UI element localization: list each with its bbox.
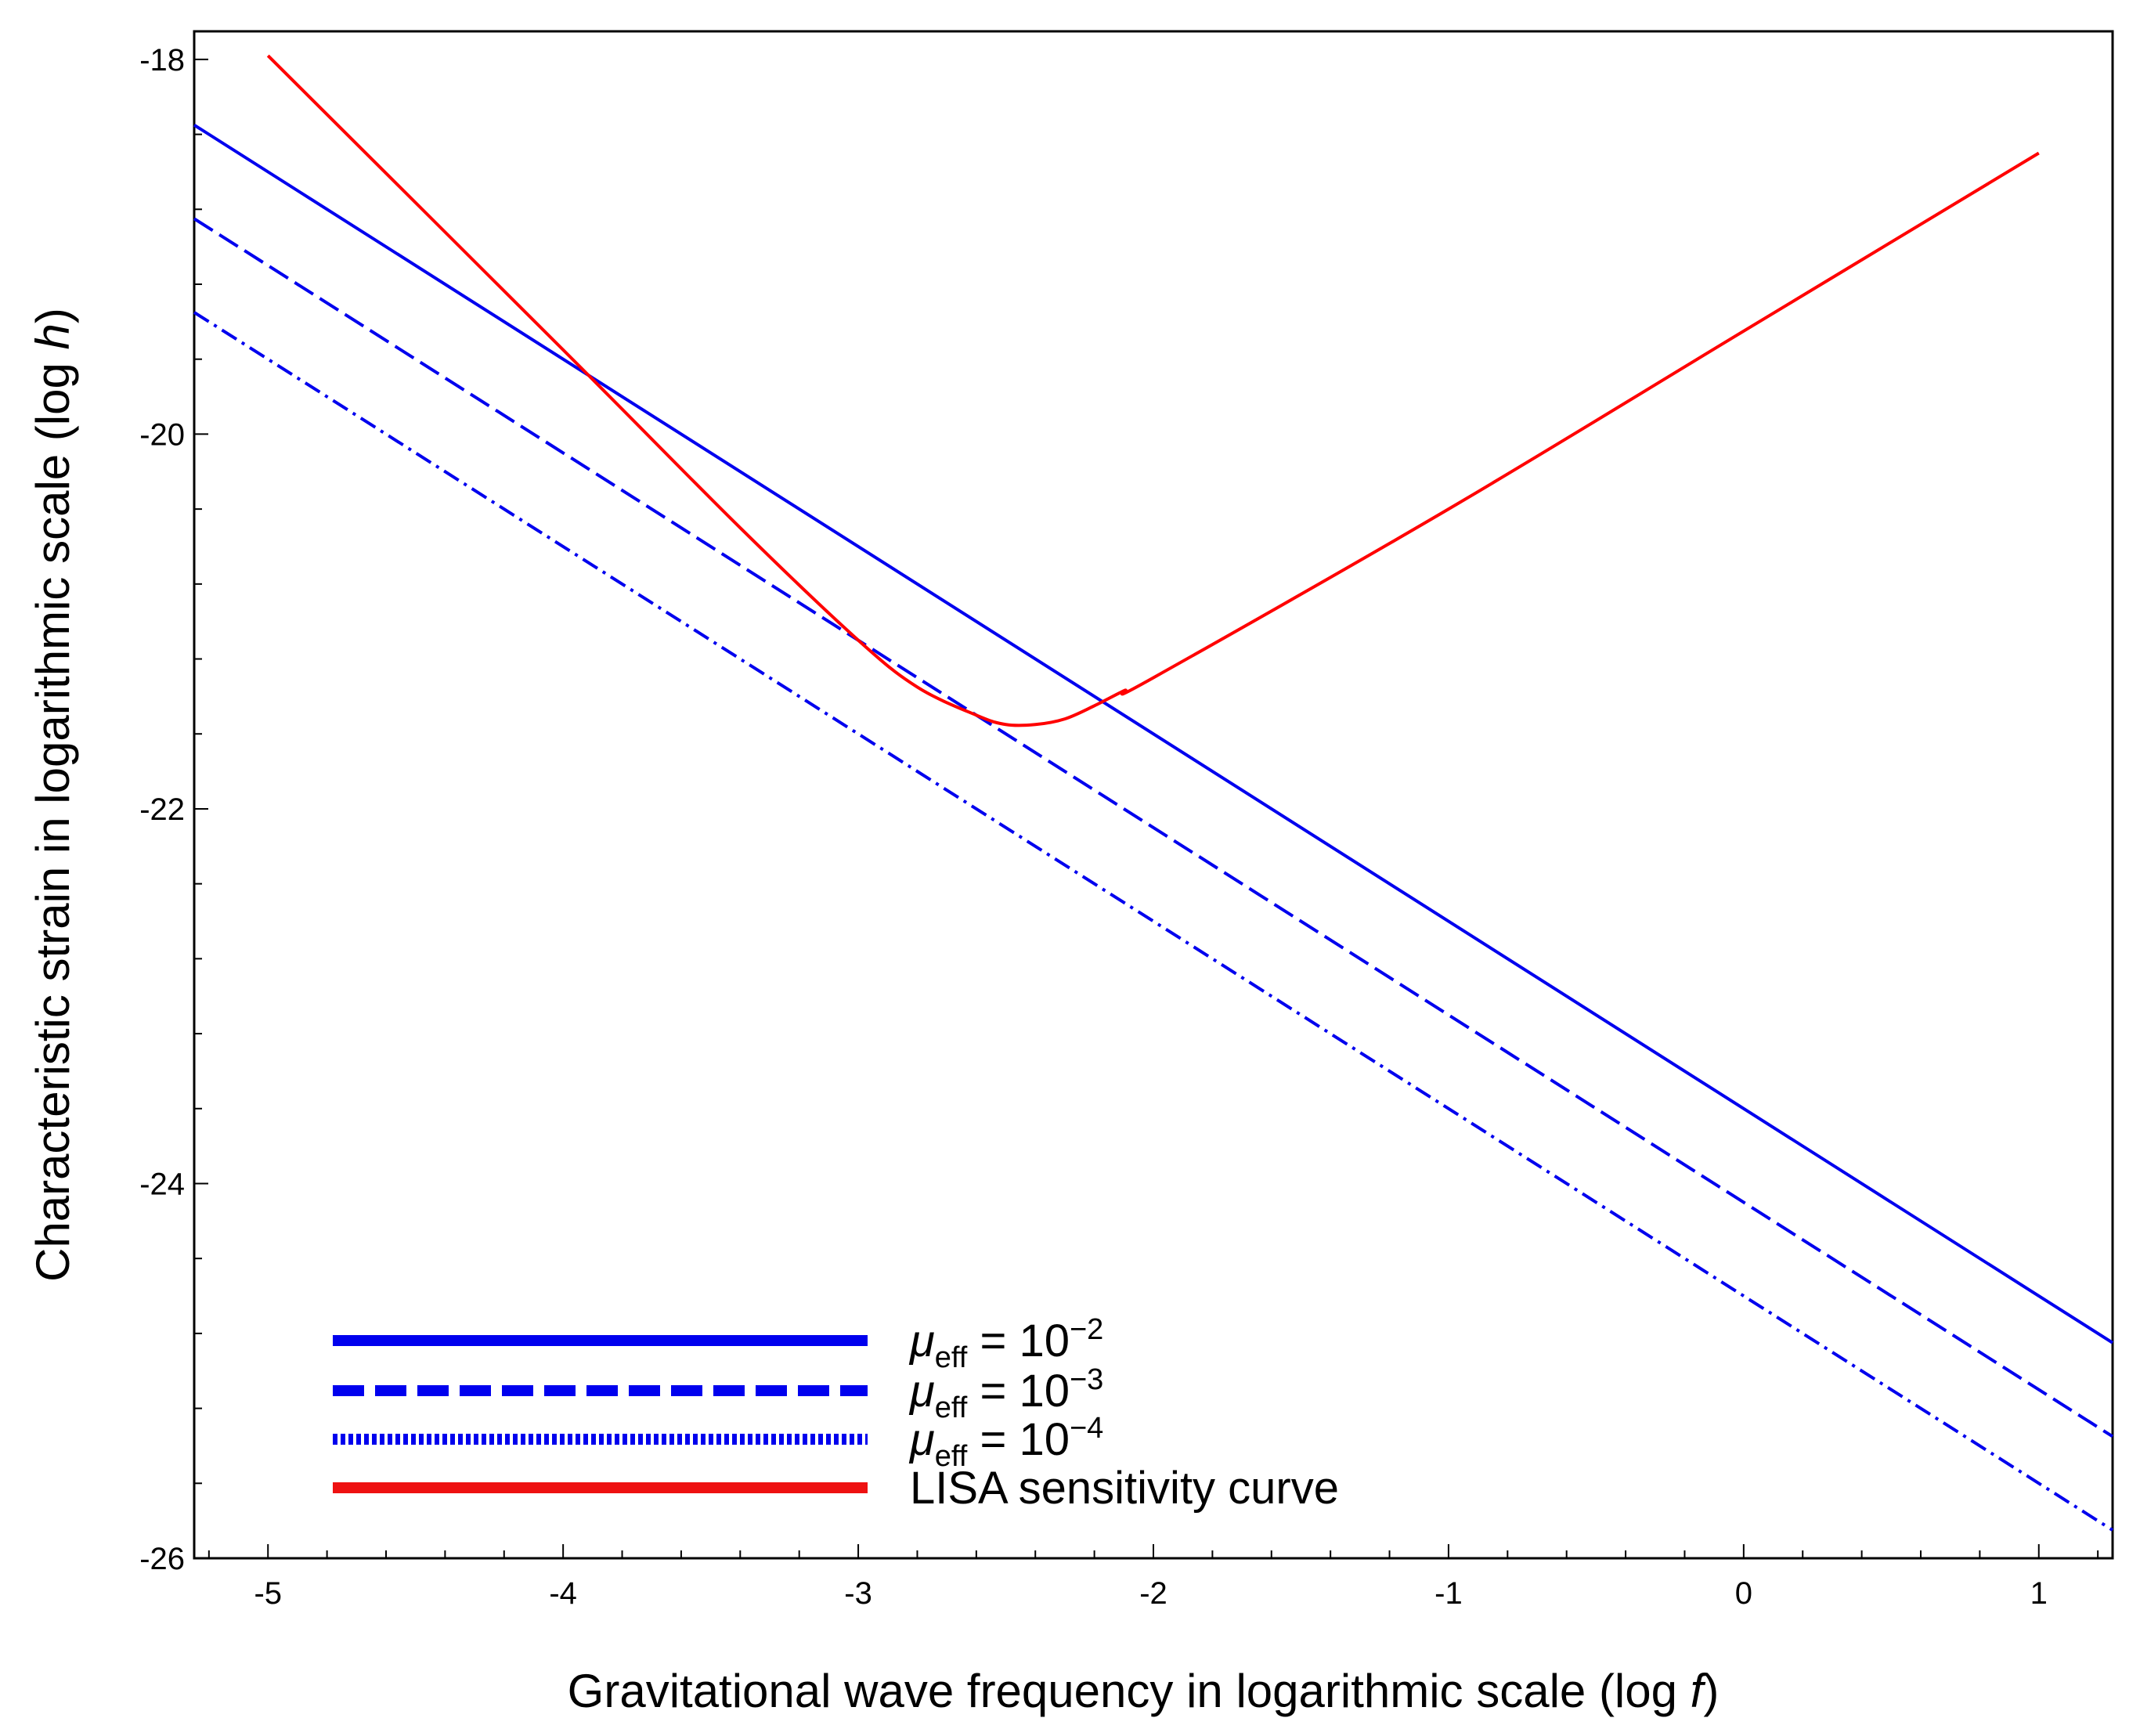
legend: μeff = 10−2 μeff = 10−3 μeff = 10−4 LISA… (333, 1313, 1339, 1514)
y-tick-label: -18 (139, 43, 185, 78)
series-line-3 (266, 54, 2040, 727)
y-axis-tick-labels: -18 -20 -22 -24 -26 (139, 43, 185, 1576)
series-line-0 (193, 123, 2114, 1344)
x-axis-tick-labels: -5 -4 -3 -2 -1 0 1 (254, 1576, 2047, 1611)
legend-label-mu-1e-4: μeff = 10−4 (908, 1412, 1103, 1473)
legend-label-mu-1e-2: μeff = 10−2 (908, 1313, 1103, 1374)
x-tick-label: -4 (549, 1576, 577, 1611)
x-tick-label: 1 (2030, 1576, 2048, 1611)
series-line-1 (193, 217, 2114, 1438)
series-line-2 (193, 311, 2114, 1532)
y-axis-title: Characteristic strain in logarithmic sca… (27, 308, 79, 1282)
y-tick-label: -20 (139, 417, 185, 452)
y-tick-label: -26 (139, 1542, 185, 1576)
legend-label-mu-1e-3: μeff = 10−3 (908, 1363, 1103, 1424)
x-tick-label: -1 (1434, 1576, 1463, 1611)
y-tick-label: -24 (139, 1167, 185, 1201)
x-tick-label: -2 (1139, 1576, 1167, 1611)
plot-frame (193, 30, 2114, 1560)
x-tick-label: 0 (1735, 1576, 1752, 1611)
series-layer (193, 54, 2114, 1532)
y-axis-ticks (194, 58, 208, 1559)
x-tick-label: -3 (844, 1576, 872, 1611)
x-axis-title: Gravitational wave frequency in logarith… (568, 1665, 1720, 1717)
x-axis-ticks (208, 1544, 2099, 1558)
x-tick-label: -5 (254, 1576, 282, 1611)
y-tick-label: -22 (139, 792, 185, 827)
legend-label-lisa: LISA sensitivity curve (910, 1463, 1339, 1514)
